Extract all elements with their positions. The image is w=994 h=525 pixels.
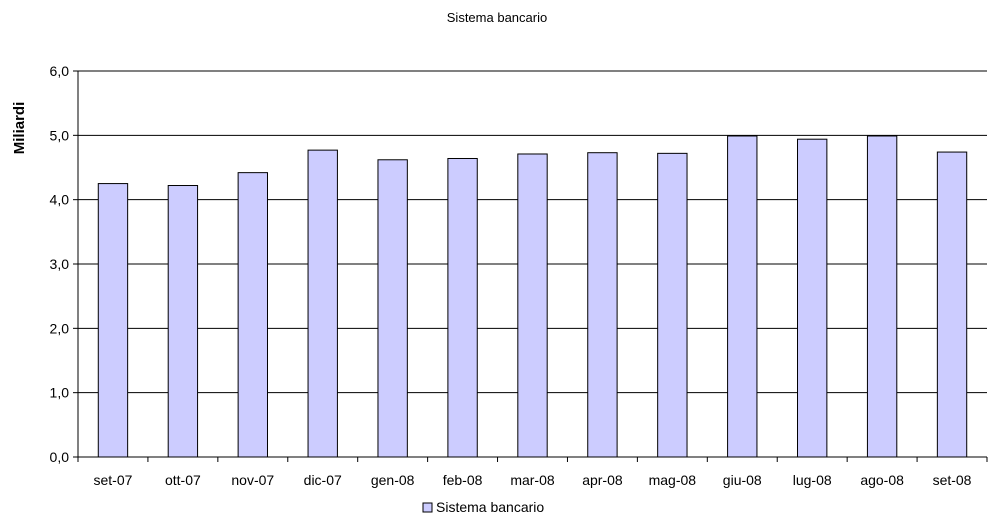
legend-label: Sistema bancario	[436, 499, 544, 515]
x-tick-label: ott-07	[165, 472, 201, 488]
axes	[77, 71, 987, 458]
bar-mag-08	[657, 152, 688, 458]
x-tick-label: apr-08	[582, 472, 623, 488]
y-tick-label: 2,0	[50, 320, 70, 336]
x-tick-label: gen-08	[371, 472, 415, 488]
y-axis-ticks: 0,0 1,0 2,0 3,0 4,0 5,0 6,0	[50, 63, 78, 465]
bar-set-07	[97, 183, 129, 458]
y-tick-label: 0,0	[50, 449, 70, 465]
bar-feb-08	[447, 157, 478, 458]
bar-ott-07	[167, 185, 199, 458]
x-tick-label: dic-07	[304, 472, 342, 488]
y-axis-label: Miliardi	[11, 102, 28, 155]
bar-apr-08	[587, 152, 618, 458]
bar-ago-08	[866, 135, 898, 458]
chart-title: Sistema bancario	[447, 10, 547, 25]
x-tick-label: nov-07	[231, 472, 274, 488]
x-tick-label: mar-08	[510, 472, 555, 488]
y-tick-label: 1,0	[50, 385, 70, 401]
y-tick-label: 6,0	[50, 63, 70, 79]
x-tick-label: set-07	[94, 472, 133, 488]
x-tick-label: giu-08	[723, 472, 762, 488]
bar-gen-08	[377, 159, 408, 458]
bar-dic-07	[307, 149, 338, 458]
y-tick-label: 3,0	[50, 256, 70, 272]
y-tick-label: 5,0	[50, 127, 70, 143]
bar-set-08	[936, 151, 968, 458]
bar-lug-08	[797, 138, 828, 458]
y-tick-label: 4,0	[50, 192, 70, 208]
bar-giu-08	[727, 135, 758, 458]
x-tick-label: ago-08	[860, 472, 904, 488]
x-tick-label: feb-08	[443, 472, 483, 488]
x-tick-label: mag-08	[649, 472, 697, 488]
legend: Sistema bancario	[422, 499, 544, 515]
x-tick-label: lug-08	[793, 472, 832, 488]
x-axis-ticks: set-07 ott-07 nov-07 dic-07 gen-08 feb-08 mar-…	[77, 457, 988, 488]
bar-mar-08	[517, 153, 548, 458]
bars	[97, 135, 968, 458]
x-tick-label: set-08	[933, 472, 972, 488]
legend-swatch	[422, 502, 433, 513]
bar-nov-07	[237, 172, 268, 458]
